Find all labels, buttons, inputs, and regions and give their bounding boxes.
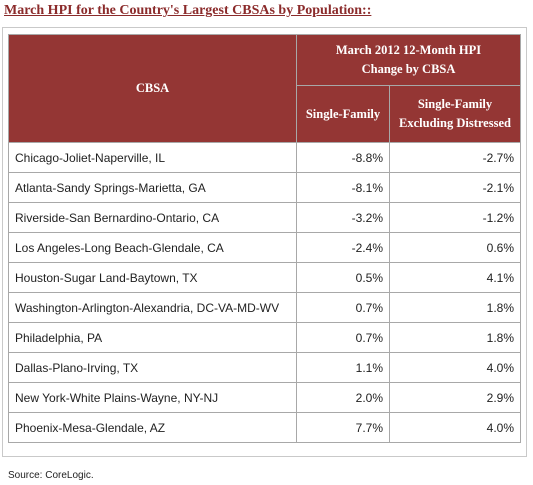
source-note: Source: CoreLogic.	[8, 470, 94, 481]
table-row: Phoenix-Mesa-Glendale, AZ 7.7% 4.0%	[8, 412, 521, 443]
table-row: Atlanta-Sandy Springs-Marietta, GA -8.1%…	[8, 172, 521, 203]
cbsa-name: New York-White Plains-Wayne, NY-NJ	[8, 382, 297, 413]
column-header-single-family: Single-Family	[296, 85, 390, 143]
column-group-header-hpi: March 2012 12-Month HPI Change by CBSA	[296, 34, 521, 86]
single-family-hpi: 7.7%	[296, 412, 390, 443]
column-header-cbsa: CBSA	[8, 34, 297, 143]
excluding-distressed-hpi: 4.0%	[389, 412, 521, 443]
excluding-distressed-hpi: 4.0%	[389, 352, 521, 383]
single-family-hpi: -8.8%	[296, 142, 390, 173]
single-family-hpi: 1.1%	[296, 352, 390, 383]
cbsa-name: Atlanta-Sandy Springs-Marietta, GA	[8, 172, 297, 203]
excluding-distressed-hpi: -1.2%	[389, 202, 521, 233]
single-family-hpi: 0.5%	[296, 262, 390, 293]
single-family-hpi: 2.0%	[296, 382, 390, 413]
group-header-line-1: March 2012 12-Month HPI	[335, 43, 482, 57]
cbsa-name: Dallas-Plano-Irving, TX	[8, 352, 297, 383]
column-header-excluding-distressed: Single-Family Excluding Distressed	[389, 85, 521, 143]
single-family-hpi: -3.2%	[296, 202, 390, 233]
table-title: March HPI for the Country's Largest CBSA…	[4, 3, 372, 18]
excluding-distressed-hpi: 0.6%	[389, 232, 521, 263]
cbsa-name: Riverside-San Bernardino-Ontario, CA	[8, 202, 297, 233]
cbsa-name: Philadelphia, PA	[8, 322, 297, 353]
table-row: New York-White Plains-Wayne, NY-NJ 2.0% …	[8, 382, 521, 413]
sub-header-line-1: Single-Family	[417, 97, 493, 111]
table-row: Riverside-San Bernardino-Ontario, CA -3.…	[8, 202, 521, 233]
table-row: Houston-Sugar Land-Baytown, TX 0.5% 4.1%	[8, 262, 521, 293]
table-row: Chicago-Joliet-Naperville, IL -8.8% -2.7…	[8, 142, 521, 173]
single-family-hpi: 0.7%	[296, 292, 390, 323]
excluding-distressed-hpi: -2.7%	[389, 142, 521, 173]
single-family-hpi: -2.4%	[296, 232, 390, 263]
excluding-distressed-hpi: 4.1%	[389, 262, 521, 293]
cbsa-name: Chicago-Joliet-Naperville, IL	[8, 142, 297, 173]
excluding-distressed-hpi: 2.9%	[389, 382, 521, 413]
cbsa-name: Los Angeles-Long Beach-Glendale, CA	[8, 232, 297, 263]
table-row: Los Angeles-Long Beach-Glendale, CA -2.4…	[8, 232, 521, 263]
table-row: Dallas-Plano-Irving, TX 1.1% 4.0%	[8, 352, 521, 383]
cbsa-name: Houston-Sugar Land-Baytown, TX	[8, 262, 297, 293]
single-family-hpi: -8.1%	[296, 172, 390, 203]
hpi-table: CBSA March 2012 12-Month HPI Change by C…	[8, 34, 521, 443]
single-family-hpi: 0.7%	[296, 322, 390, 353]
table-row: Philadelphia, PA 0.7% 1.8%	[8, 322, 521, 353]
excluding-distressed-hpi: -2.1%	[389, 172, 521, 203]
group-header-line-2: Change by CBSA	[361, 62, 456, 76]
cbsa-name: Washington-Arlington-Alexandria, DC-VA-M…	[8, 292, 297, 323]
cbsa-name: Phoenix-Mesa-Glendale, AZ	[8, 412, 297, 443]
excluding-distressed-hpi: 1.8%	[389, 322, 521, 353]
table-row: Washington-Arlington-Alexandria, DC-VA-M…	[8, 292, 521, 323]
excluding-distressed-hpi: 1.8%	[389, 292, 521, 323]
sub-header-line-2: Excluding Distressed	[399, 116, 511, 130]
